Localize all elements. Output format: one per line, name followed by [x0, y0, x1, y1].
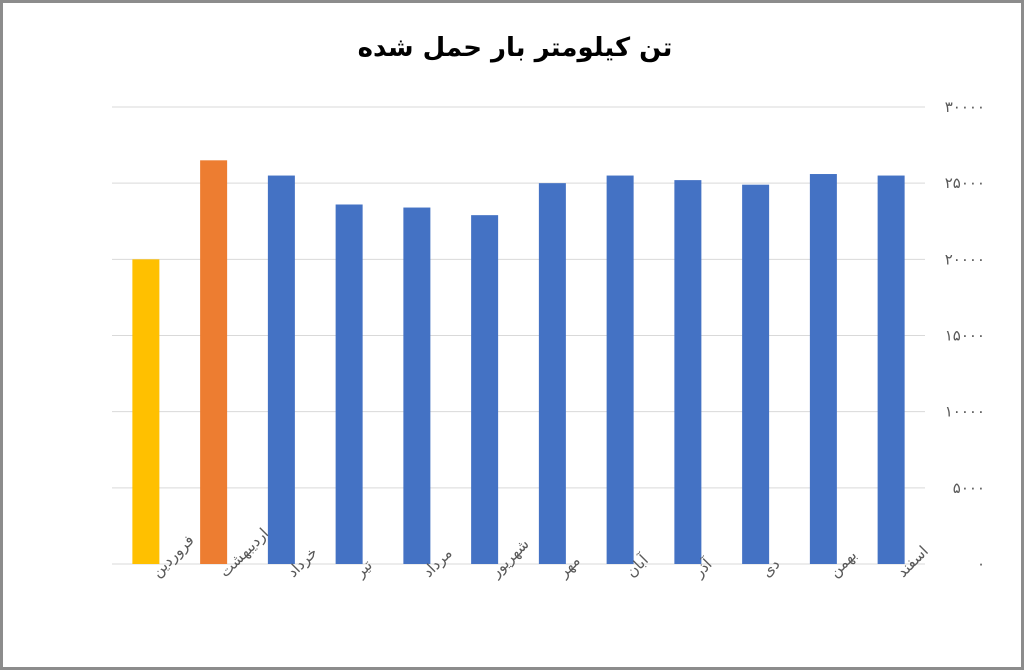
y-tick-label: ۱۵۰۰۰	[945, 327, 985, 345]
bar	[403, 207, 431, 565]
bar	[877, 175, 905, 565]
bar	[132, 259, 160, 564]
grid-lines	[112, 106, 925, 565]
bar	[471, 215, 499, 564]
bar	[538, 183, 566, 564]
bar	[674, 180, 702, 564]
bar	[809, 174, 837, 564]
bar	[267, 175, 295, 565]
y-tick-label: ۰	[977, 555, 985, 573]
chart-title: تن کیلومتر بار حمل شده	[357, 33, 673, 63]
y-tick-label: ۵۰۰۰	[953, 479, 985, 497]
bar	[335, 204, 363, 564]
y-axis-tick-labels: ۰ ۵۰۰۰ ۱۰۰۰۰ ۱۵۰۰۰ ۲۰۰۰۰ ۲۵۰۰۰ ۳۰۰۰۰	[945, 98, 985, 573]
bar	[606, 175, 634, 565]
bar	[200, 160, 228, 565]
y-tick-label: ۲۰۰۰۰	[945, 250, 985, 268]
bars	[132, 160, 905, 565]
y-tick-label: ۲۵۰۰۰	[945, 174, 985, 192]
bar	[742, 184, 770, 564]
y-tick-label: ۱۰۰۰۰	[945, 403, 985, 421]
y-tick-label: ۳۰۰۰۰	[945, 98, 985, 116]
